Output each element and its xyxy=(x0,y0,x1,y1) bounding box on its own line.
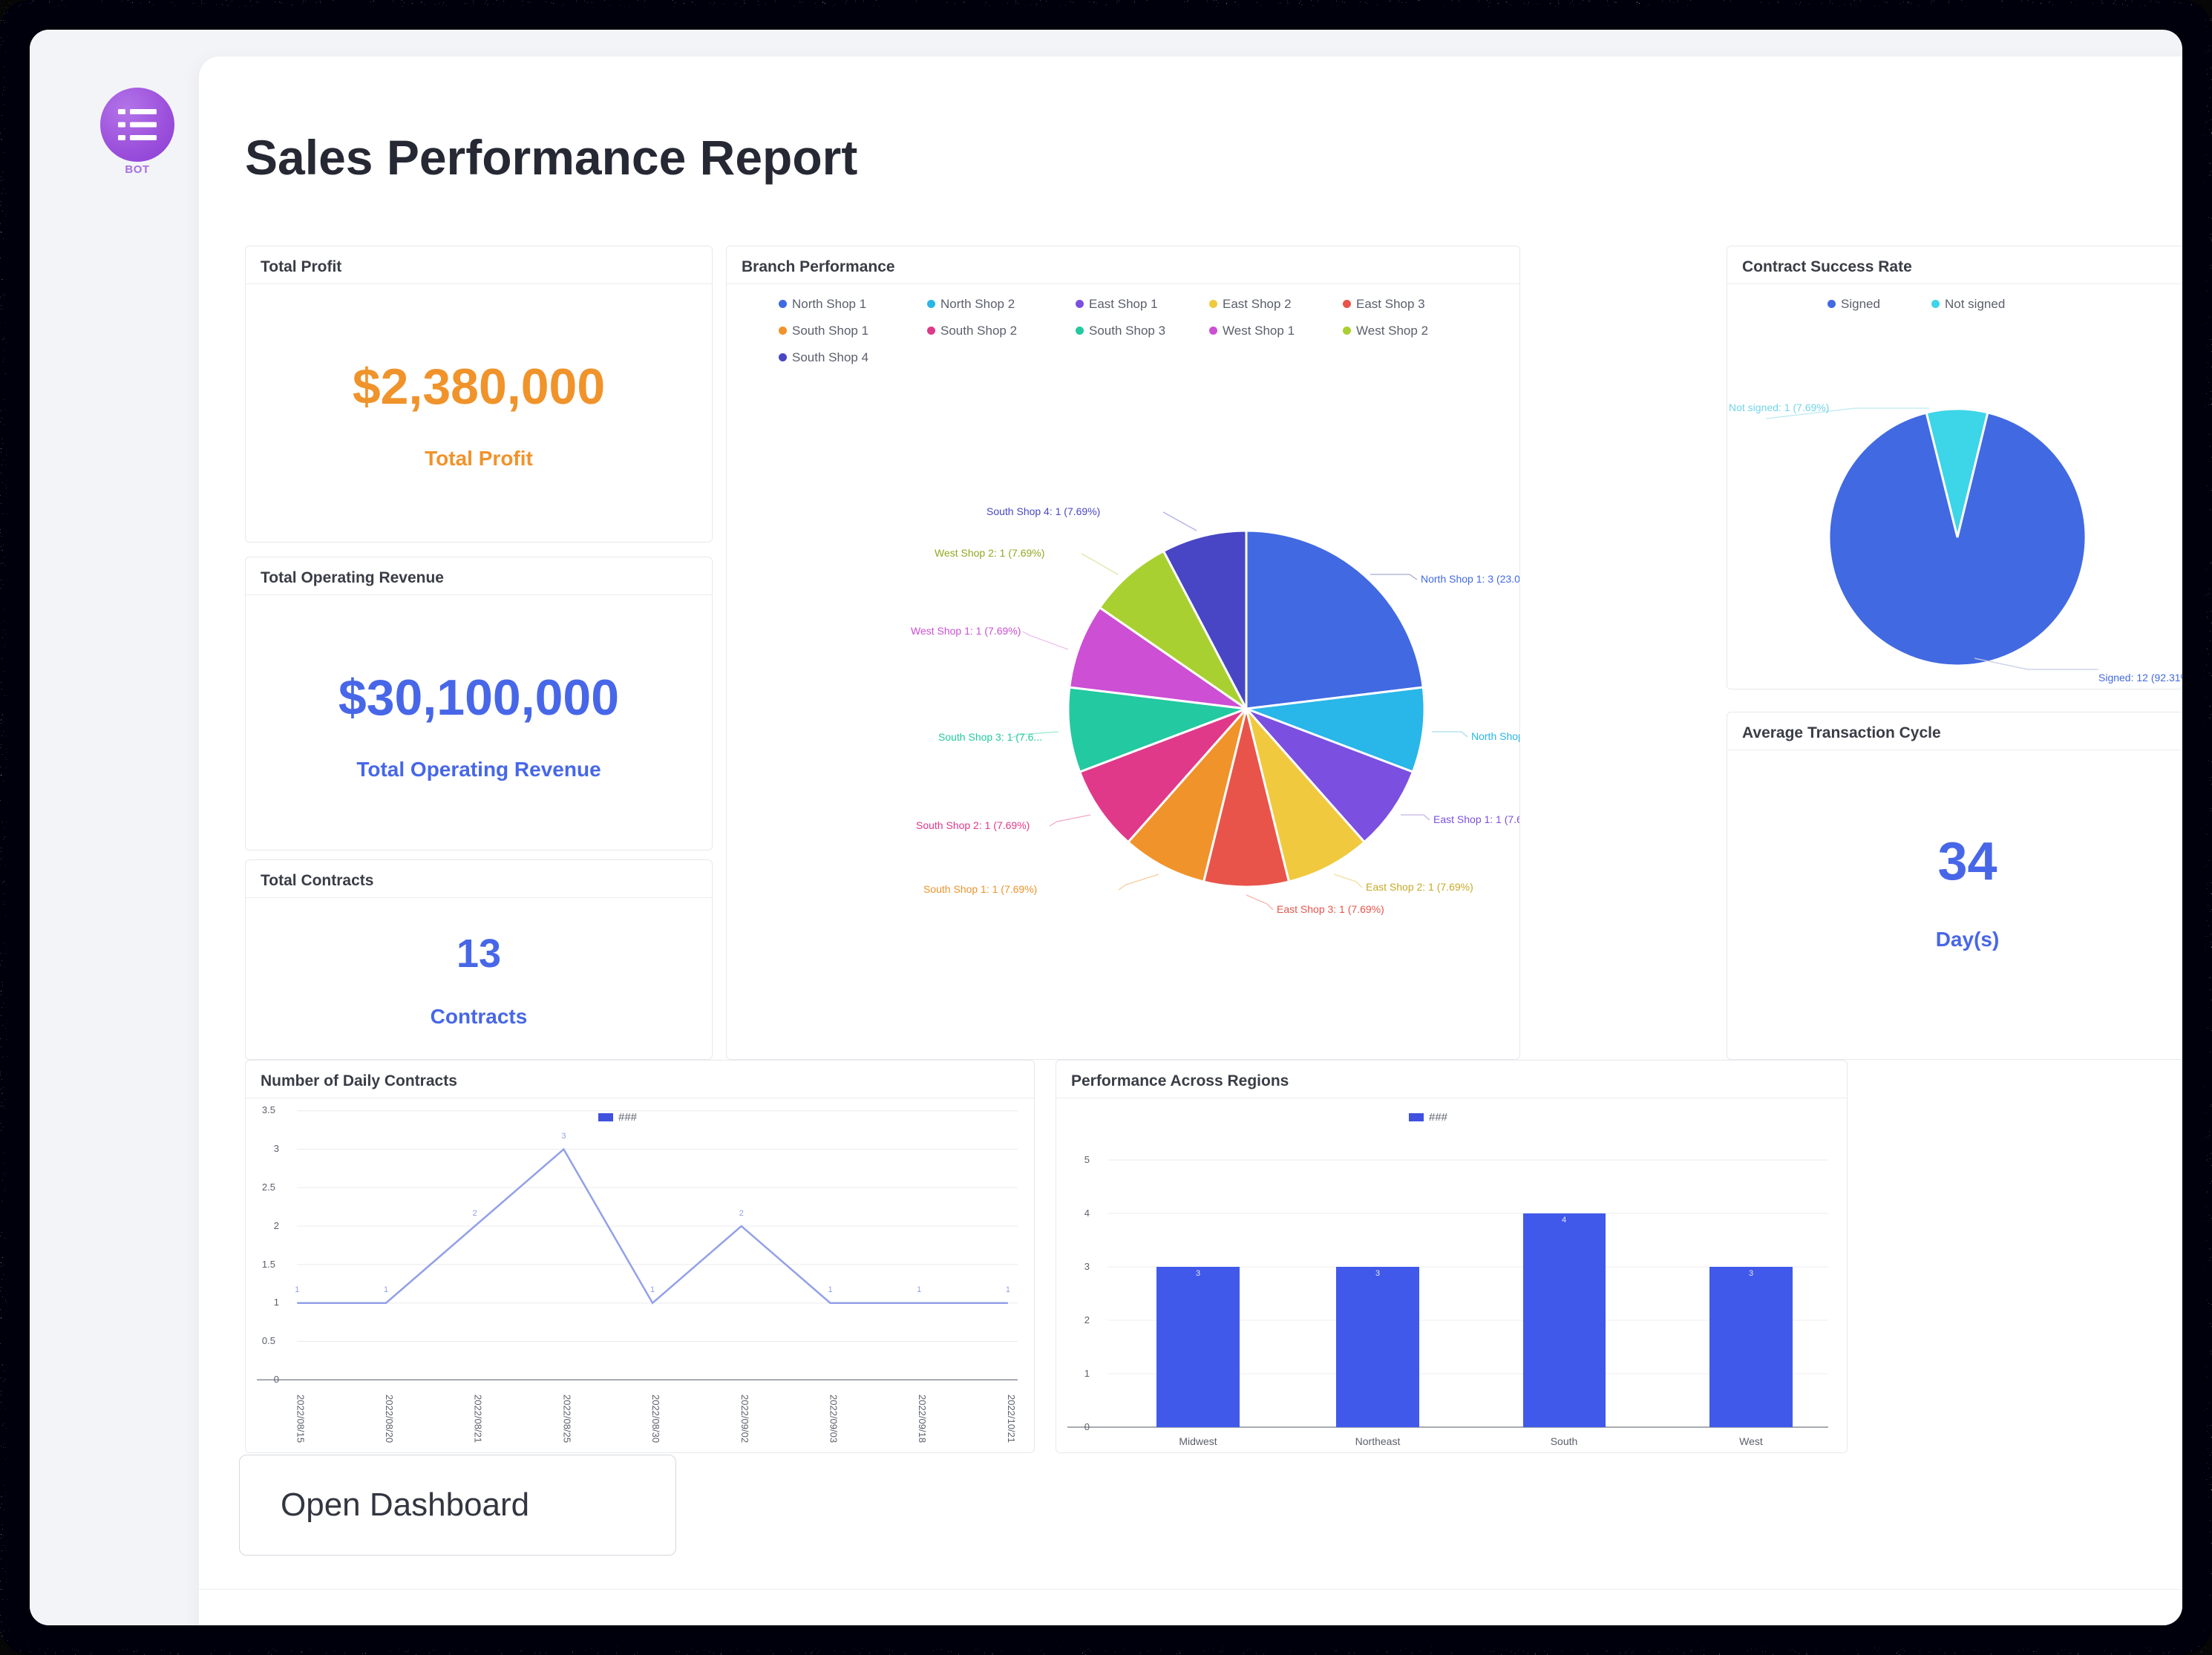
svg-text:2: 2 xyxy=(274,1220,279,1231)
svg-text:West Shop 1: 1 (7.69%): West Shop 1: 1 (7.69%) xyxy=(911,625,1021,637)
svg-text:2: 2 xyxy=(1084,1314,1090,1325)
svg-text:Not signed: 1 (7.69%): Not signed: 1 (7.69%) xyxy=(1729,402,1829,413)
svg-text:3.5: 3.5 xyxy=(262,1104,275,1115)
svg-text:West: West xyxy=(1739,1435,1763,1447)
svg-text:0.5: 0.5 xyxy=(262,1335,275,1346)
svg-text:2022/10/21: 2022/10/21 xyxy=(1006,1395,1017,1443)
svg-text:3: 3 xyxy=(561,1132,566,1141)
svg-text:1: 1 xyxy=(295,1285,299,1294)
svg-text:2022/09/02: 2022/09/02 xyxy=(739,1395,750,1443)
svg-text:Northeast: Northeast xyxy=(1355,1435,1401,1447)
svg-text:3: 3 xyxy=(1196,1269,1200,1278)
svg-text:4: 4 xyxy=(1562,1216,1566,1225)
svg-text:North Shop 2: 1 (7.6...: North Shop 2: 1 (7.6... xyxy=(1471,730,1520,742)
svg-text:0: 0 xyxy=(274,1374,279,1385)
svg-text:2022/09/18: 2022/09/18 xyxy=(917,1395,928,1443)
svg-text:1: 1 xyxy=(1006,1285,1010,1294)
svg-text:East Shop 2: 1 (7.69%): East Shop 2: 1 (7.69%) xyxy=(1366,881,1473,893)
svg-text:1: 1 xyxy=(917,1285,921,1294)
svg-text:South Shop 1: 1 (7.69%): South Shop 1: 1 (7.69%) xyxy=(923,883,1037,895)
svg-text:2.5: 2.5 xyxy=(262,1182,275,1193)
svg-text:1: 1 xyxy=(384,1285,388,1294)
svg-text:4: 4 xyxy=(1084,1207,1090,1219)
svg-text:Signed: 12 (92.31%): Signed: 12 (92.31%) xyxy=(2098,672,2182,684)
svg-text:2: 2 xyxy=(739,1209,744,1218)
svg-text:1: 1 xyxy=(1084,1368,1090,1379)
svg-text:2022/08/25: 2022/08/25 xyxy=(561,1395,572,1443)
svg-text:2022/08/30: 2022/08/30 xyxy=(650,1395,661,1443)
svg-text:2022/08/15: 2022/08/15 xyxy=(295,1395,306,1443)
svg-text:2022/09/03: 2022/09/03 xyxy=(828,1395,840,1443)
svg-text:3: 3 xyxy=(274,1143,279,1154)
svg-text:0: 0 xyxy=(1084,1421,1090,1432)
svg-text:1: 1 xyxy=(828,1285,832,1294)
svg-text:1: 1 xyxy=(274,1297,279,1308)
svg-text:Midwest: Midwest xyxy=(1179,1435,1217,1447)
svg-text:2022/08/20: 2022/08/20 xyxy=(384,1395,395,1443)
svg-text:2: 2 xyxy=(473,1209,477,1218)
svg-text:3: 3 xyxy=(1375,1269,1380,1278)
svg-text:South Shop 4: 1 (7.69%): South Shop 4: 1 (7.69%) xyxy=(986,505,1100,517)
svg-text:5: 5 xyxy=(1084,1154,1090,1165)
svg-text:South Shop 2: 1 (7.69%): South Shop 2: 1 (7.69%) xyxy=(916,819,1030,831)
svg-text:South: South xyxy=(1551,1435,1578,1447)
svg-text:2022/08/21: 2022/08/21 xyxy=(473,1395,484,1443)
svg-text:3: 3 xyxy=(1084,1261,1090,1272)
svg-text:3: 3 xyxy=(1749,1269,1753,1278)
svg-text:West Shop 2: 1 (7.69%): West Shop 2: 1 (7.69%) xyxy=(935,547,1044,559)
svg-text:North Shop 1: 3 (23.08%): North Shop 1: 3 (23.08%) xyxy=(1421,573,1520,585)
svg-text:1.5: 1.5 xyxy=(262,1259,275,1270)
svg-text:East Shop 3: 1 (7.69%): East Shop 3: 1 (7.69%) xyxy=(1277,903,1384,915)
svg-text:East Shop 1: 1 (7.69%): East Shop 1: 1 (7.69%) xyxy=(1433,813,1520,825)
svg-text:1: 1 xyxy=(650,1285,655,1294)
svg-text:South Shop 3: 1 (7.6...: South Shop 3: 1 (7.6... xyxy=(938,731,1042,743)
